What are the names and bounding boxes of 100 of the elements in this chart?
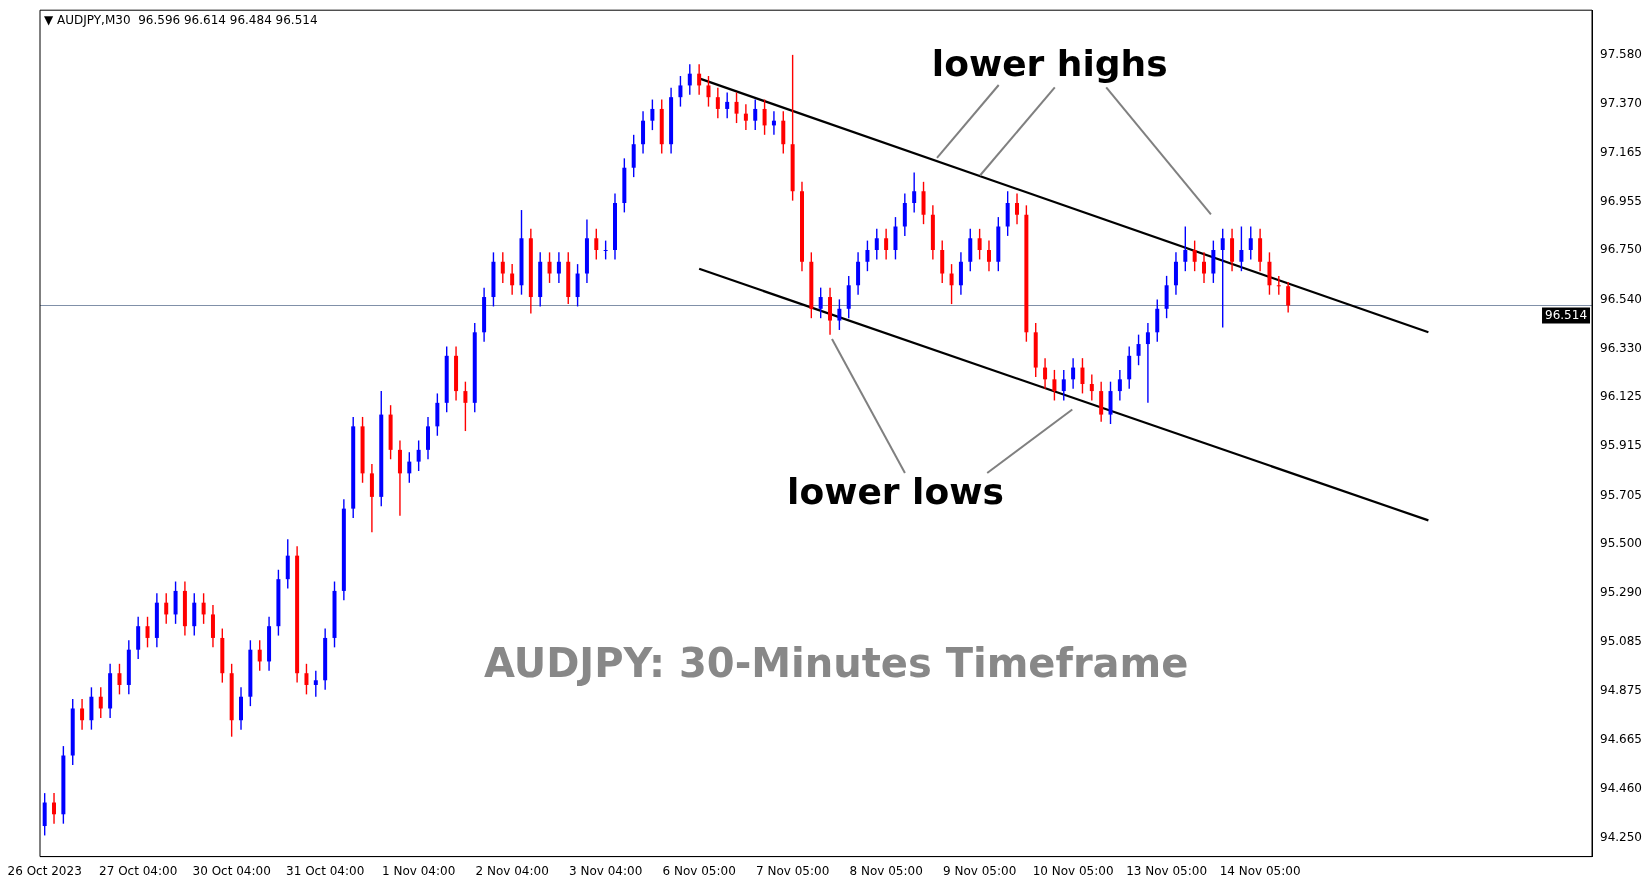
x-tick-label: 31 Oct 04:00 [286, 863, 365, 878]
candlestick [725, 91, 730, 120]
candlestick [426, 416, 430, 460]
candlestick [1127, 345, 1132, 390]
candlestick [117, 663, 122, 696]
candlestick [603, 239, 608, 261]
candlestick [1155, 298, 1160, 343]
y-tick-label: 96.330 [1600, 340, 1643, 355]
x-tick-label: 3 Nov 04:00 [569, 863, 643, 878]
candlestick [846, 275, 851, 319]
y-tick-label: 95.290 [1600, 585, 1643, 600]
candlestick [1286, 281, 1291, 314]
candlestick [500, 251, 505, 284]
candlestick [818, 286, 823, 319]
candlestick [547, 251, 552, 284]
candlestick [874, 228, 879, 261]
x-tick-label: 14 Nov 05:00 [1219, 863, 1301, 878]
candlestick [1145, 322, 1150, 404]
annotation: lower lows [787, 470, 1004, 512]
candlestick [1239, 225, 1244, 272]
candlestick [1015, 192, 1020, 225]
y-tick-label: 97.370 [1600, 96, 1643, 111]
candlestick [1183, 225, 1188, 272]
candlestick [1164, 275, 1169, 319]
candlestick [828, 286, 833, 336]
candlestick [1258, 228, 1263, 272]
candlestick [594, 228, 599, 261]
candlestick [650, 98, 655, 131]
y-tick-label: 96.540 [1600, 291, 1643, 306]
candlestick [902, 192, 907, 237]
candlestick [1071, 357, 1076, 390]
candlestick [201, 592, 206, 625]
candlestick [837, 298, 842, 331]
candlestick [1136, 333, 1141, 366]
candlestick [1108, 380, 1113, 425]
candlestick [1211, 239, 1216, 284]
y-tick-label: 94.875 [1600, 682, 1643, 697]
candlestick [52, 792, 57, 825]
candlestick [192, 592, 197, 637]
candlestick [1267, 251, 1272, 296]
x-tick-label: 9 Nov 05:00 [942, 863, 1017, 878]
candlestick [1192, 239, 1197, 272]
candlestick [753, 98, 758, 131]
x-tick-label: 6 Nov 05:00 [662, 863, 736, 878]
candlestick [210, 604, 215, 649]
candlestick [575, 263, 580, 308]
y-tick-label: 97.580 [1600, 47, 1643, 61]
candlestick [164, 592, 169, 625]
candlestick [1230, 228, 1235, 272]
candlestick [893, 216, 898, 261]
candlestick [416, 439, 421, 472]
candlestick [940, 239, 945, 284]
y-tick-label: 94.250 [1600, 829, 1643, 844]
candlestick [1080, 357, 1085, 395]
candlestick [1043, 357, 1048, 390]
candlestick [1248, 225, 1253, 261]
candlestick [743, 103, 748, 131]
candlestick [239, 686, 244, 731]
y-tick-label: 95.705 [1600, 487, 1643, 502]
candlestick [697, 63, 702, 96]
candlestick [631, 134, 636, 178]
candlestick [80, 698, 85, 731]
candlestick [977, 228, 982, 261]
candlestick [1089, 373, 1094, 402]
y-tick-label: 97.165 [1600, 144, 1643, 159]
candlestick [641, 110, 646, 155]
x-tick-label: 7 Nov 05:00 [756, 863, 830, 878]
candlestick [397, 439, 402, 517]
candlestick [89, 686, 94, 731]
candlestick [865, 239, 870, 272]
candlestick [856, 251, 861, 296]
y-tick-label: 96.955 [1600, 193, 1643, 208]
x-tick-label: 10 Nov 05:00 [1032, 863, 1114, 878]
candlestick [1117, 369, 1122, 402]
candlestick [463, 380, 468, 432]
candlestick [921, 181, 926, 225]
candlestick [762, 98, 767, 136]
y-tick-label: 96.750 [1600, 242, 1643, 257]
y-tick-label: 95.085 [1600, 633, 1643, 648]
candlestick [1173, 251, 1178, 296]
y-tick-label: 94.460 [1600, 780, 1643, 795]
x-tick-label: 26 Oct 2023 [7, 863, 82, 878]
candlestick [369, 463, 374, 533]
candlestick [1220, 228, 1225, 329]
annotation: ▼ AUDJPY,M30 96.596 96.614 96.484 96.514 [44, 13, 318, 28]
candlestick [435, 392, 440, 437]
candlestick [1099, 380, 1104, 423]
candlestick [781, 110, 786, 155]
candlestick [958, 251, 963, 296]
candlestick [1052, 369, 1057, 402]
candlestick [136, 616, 141, 660]
candlestick [98, 686, 103, 719]
candlestick [1276, 275, 1281, 296]
candlestick [968, 228, 973, 272]
y-tick-label: 95.915 [1600, 438, 1643, 453]
candlestick [556, 251, 561, 284]
candlestick [884, 228, 889, 261]
candlestick [313, 670, 318, 698]
x-tick-label: 2 Nov 04:00 [475, 863, 549, 878]
y-tick-label: 95.500 [1600, 536, 1643, 551]
